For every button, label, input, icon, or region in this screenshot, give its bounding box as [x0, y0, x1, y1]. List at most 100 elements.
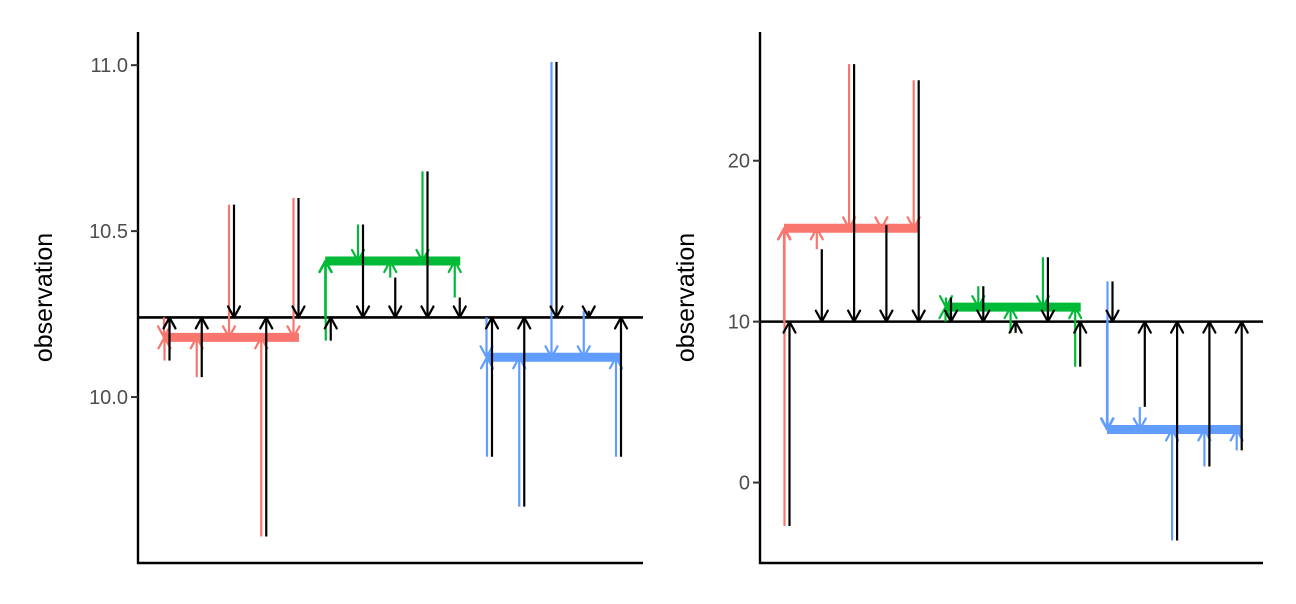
group-deviation-arrow-head [1003, 306, 1018, 320]
group-deviation-arrow-head [777, 227, 792, 241]
total-deviation-arrow-head [581, 305, 596, 319]
total-deviation-arrow [976, 286, 991, 323]
total-deviation-arrow-head [226, 305, 242, 319]
total-deviation-arrow [484, 316, 500, 457]
total-deviation-arrow-head [1040, 309, 1056, 323]
total-deviation-arrow-head [388, 305, 403, 319]
total-deviation-arrow-head [613, 316, 629, 330]
total-deviation-arrow-head [549, 305, 564, 319]
group-deviation-arrow-head [221, 325, 237, 339]
total-deviation-arrow [1137, 320, 1152, 407]
total-deviation-arrow-head [1105, 309, 1120, 323]
group-deviation-arrow [447, 259, 462, 298]
group-deviation-arrow-head [447, 259, 462, 274]
y-tick-label: 10.0 [89, 387, 128, 409]
group-deviation-arrow [1132, 406, 1147, 431]
group-deviation-arrow-head [383, 259, 398, 274]
group-deviation-arrow [1100, 281, 1115, 431]
total-deviation-arrow [323, 316, 338, 341]
total-deviation-arrow-head [1073, 320, 1088, 334]
total-deviation-arrow-head [194, 316, 209, 330]
group-deviation-arrow-head [1068, 306, 1083, 320]
total-deviation-arrow-head [259, 316, 274, 330]
total-deviation-arrow [517, 316, 532, 507]
y-tick-label: 10.5 [89, 221, 128, 243]
total-deviation-arrow [291, 197, 306, 319]
group-deviation-arrow [874, 216, 889, 230]
total-deviation-arrow [814, 249, 829, 323]
total-deviation-arrow-head [911, 309, 926, 323]
group-mean-arrow [479, 317, 494, 359]
y-tick-label: 20 [728, 151, 750, 173]
group-deviation-arrow [383, 259, 398, 278]
group-deviation-arrow-head [318, 259, 333, 274]
group-deviation-arrow [1068, 306, 1083, 367]
total-deviation-arrow-head [162, 316, 177, 330]
total-deviation-arrow [911, 80, 926, 323]
total-deviation-arrow [581, 305, 596, 319]
group-deviation-arrow [221, 204, 237, 339]
total-deviation-arrow-head [846, 309, 862, 323]
total-deviation-arrow-head [1137, 320, 1152, 334]
group-2 [318, 171, 467, 341]
total-deviation-arrow-head [1169, 320, 1185, 334]
total-deviation-arrow-head [420, 305, 435, 319]
total-deviation-arrow [452, 297, 467, 319]
total-deviation-arrow [1008, 320, 1023, 334]
total-deviation-arrow-head [323, 316, 338, 330]
total-deviation-arrow [1202, 320, 1217, 467]
total-deviation-arrow-head [484, 316, 500, 330]
total-deviation-arrow [259, 316, 274, 537]
total-deviation-arrow-head [1234, 320, 1249, 334]
total-deviation-arrow-head [814, 309, 829, 323]
total-deviation-arrow [782, 320, 797, 526]
total-deviation-arrow-head [976, 309, 991, 323]
group-3 [1099, 281, 1249, 541]
y-axis-title: observation [672, 233, 700, 362]
total-deviation-arrow [1040, 257, 1056, 323]
group-3 [479, 61, 629, 507]
total-deviation-arrow-head [452, 305, 467, 319]
total-deviation-arrow [879, 225, 894, 323]
group-deviation-arrow-head [544, 345, 559, 359]
group-1 [776, 64, 926, 526]
total-deviation-arrow [549, 61, 564, 319]
total-deviation-arrow [943, 297, 959, 323]
group-2 [938, 257, 1088, 367]
group-deviation-arrow-head [576, 345, 591, 359]
group-deviation-arrow [777, 227, 792, 526]
group-deviation-arrow [809, 227, 824, 250]
total-deviation-arrow [613, 316, 629, 457]
total-deviation-arrow [1169, 320, 1185, 541]
total-deviation-arrow [162, 316, 177, 361]
group-1 [156, 197, 306, 537]
total-deviation-arrow [1105, 281, 1120, 323]
group-deviation-arrow-head [1100, 417, 1115, 431]
y-axis-title: observation [30, 233, 58, 362]
total-deviation-arrow [420, 171, 435, 319]
total-deviation-arrow-head [879, 309, 894, 323]
group-deviation-arrow-head [809, 227, 824, 241]
total-deviation-arrow [1073, 320, 1088, 367]
chart-panel-1: 10.0 10.5 11.0 observation [30, 32, 643, 565]
total-deviation-arrow-head [1008, 320, 1023, 334]
group-deviation-arrow-head [874, 216, 889, 230]
total-deviation-arrow [194, 316, 209, 378]
total-deviation-arrow-head [782, 320, 797, 334]
total-deviation-arrow [355, 224, 371, 319]
total-deviation-arrow-head [517, 316, 532, 330]
group-deviation-arrow-head [1132, 417, 1147, 431]
group-deviation-arrow [576, 310, 591, 359]
total-deviation-arrow [1234, 320, 1249, 451]
group-deviation-arrow [286, 197, 301, 339]
total-deviation-arrow-head [291, 305, 306, 319]
total-deviation-arrow [388, 277, 403, 319]
total-deviation-arrow [846, 64, 862, 323]
total-deviation-arrow-head [1202, 320, 1217, 334]
group-deviation-arrow-head [286, 325, 301, 339]
y-tick-label: 10 [728, 312, 750, 334]
y-tick-label: 11.0 [91, 55, 128, 77]
y-tick-label: 0 [739, 473, 750, 495]
total-deviation-arrow-head [943, 309, 959, 323]
